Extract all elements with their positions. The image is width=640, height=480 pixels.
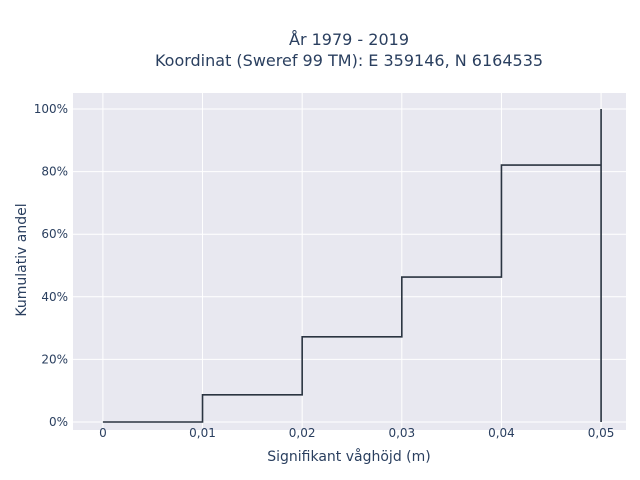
y-tick-label: 0%	[49, 415, 68, 429]
x-tick-label: 0,01	[189, 426, 216, 440]
x-tick-label: 0,04	[488, 426, 515, 440]
x-tick-labels: 0 0,01 0,02 0,03 0,04 0,05	[99, 426, 614, 440]
y-tick-label: 80%	[41, 165, 68, 179]
chart-title-line-1: År 1979 - 2019	[289, 30, 409, 49]
plot-background	[73, 93, 626, 430]
y-axis-title: Kumulativ andel	[14, 203, 30, 316]
x-axis-title: Signifikant våghöjd (m)	[267, 448, 430, 465]
y-tick-label: 40%	[41, 290, 68, 304]
y-tick-labels: 0% 20% 40% 60% 80% 100%	[34, 102, 68, 429]
y-tick-label: 100%	[34, 102, 68, 116]
series-line	[102, 109, 602, 423]
x-tick-label: 0,02	[289, 426, 316, 440]
x-tick-label: 0	[99, 426, 107, 440]
y-tick-label: 20%	[41, 352, 68, 366]
x-tick-label: 0,03	[388, 426, 415, 440]
x-tick-label: 0,05	[588, 426, 615, 440]
chart-title-line-2: Koordinat (Sweref 99 TM): E 359146, N 61…	[155, 51, 543, 70]
y-tick-label: 60%	[41, 227, 68, 241]
